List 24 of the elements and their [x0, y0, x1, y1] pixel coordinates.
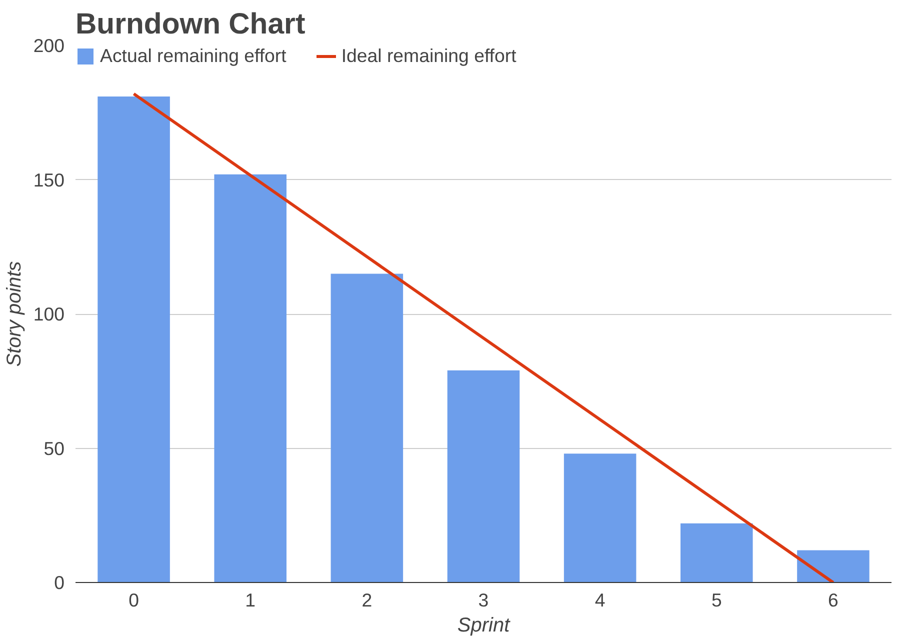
- x-tick-label: 3: [478, 590, 489, 610]
- x-tick-label: 5: [711, 590, 722, 610]
- chart-title: Burndown Chart: [76, 8, 306, 40]
- y-tick-label: 50: [44, 438, 65, 459]
- x-tick-label: 4: [594, 590, 606, 610]
- bar: [330, 274, 404, 582]
- x-tick-label: 2: [362, 590, 372, 610]
- x-tick-label: 6: [828, 590, 838, 610]
- x-tick-label: 1: [245, 590, 256, 610]
- x-axis-title: Sprint: [457, 614, 512, 636]
- legend-label: Ideal remaining effort: [341, 45, 516, 67]
- bar: [447, 370, 520, 582]
- bar: [564, 454, 636, 582]
- y-axis-title: Story points: [3, 261, 26, 367]
- bar: [797, 550, 870, 582]
- y-tick-label: 150: [33, 169, 65, 190]
- bar: [680, 523, 753, 582]
- y-tick-label: 200: [33, 35, 65, 56]
- legend-label: Actual remaining effort: [100, 45, 286, 67]
- bar: [214, 174, 286, 582]
- y-tick-label: 100: [33, 304, 65, 324]
- y-tick-label: 0: [54, 572, 65, 593]
- bar: [98, 96, 170, 582]
- x-tick-label: 0: [128, 590, 139, 610]
